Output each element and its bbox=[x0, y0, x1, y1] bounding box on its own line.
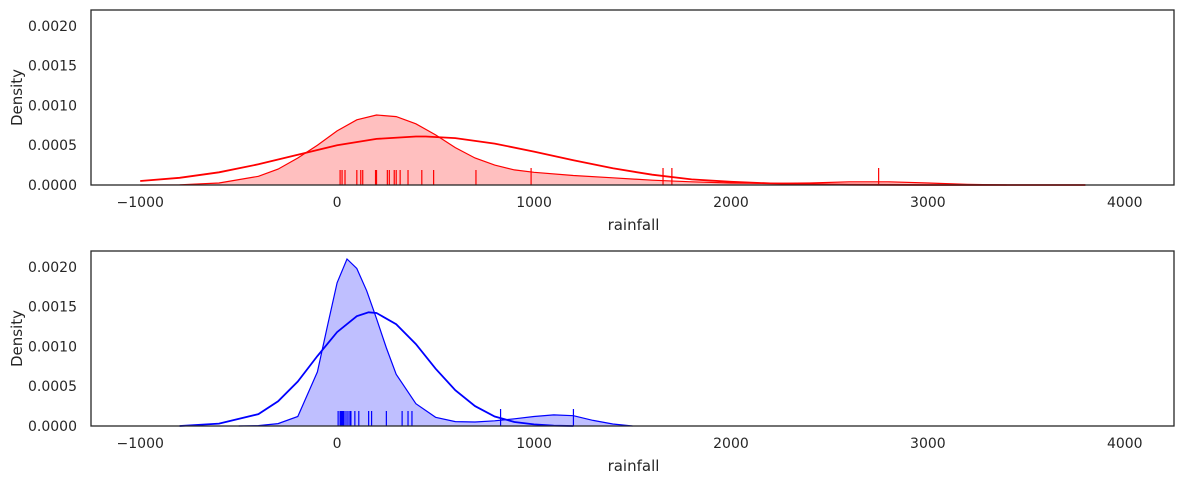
x-tick-label: 3000 bbox=[910, 436, 946, 452]
x-tick-label: 1000 bbox=[516, 195, 552, 211]
y-tick-label: 0.0010 bbox=[28, 339, 77, 355]
x-tick-label: 2000 bbox=[713, 195, 749, 211]
x-axis-label: rainfall bbox=[608, 216, 660, 234]
y-tick-label: 0.0020 bbox=[28, 260, 77, 276]
y-axis-label: Density bbox=[8, 69, 26, 126]
y-tick-label: 0.0010 bbox=[28, 98, 77, 114]
y-tick-label: 0.0020 bbox=[28, 19, 77, 35]
x-tick-label: 3000 bbox=[910, 195, 946, 211]
y-tick-label: 0.0005 bbox=[28, 379, 77, 395]
x-tick-label: 1000 bbox=[516, 436, 552, 452]
x-tick-label: 0 bbox=[333, 195, 342, 211]
y-axis-label: Density bbox=[8, 310, 26, 367]
y-tick-label: 0.0000 bbox=[28, 178, 77, 194]
top-kde-plot: −1000 0 1000 2000 3000 4000 0.0000 0.0005 0.0010… bbox=[8, 9, 1175, 234]
y-tick-label: 0.0000 bbox=[28, 419, 77, 435]
x-tick-label: 4000 bbox=[1107, 195, 1143, 211]
x-axis-label: rainfall bbox=[608, 457, 660, 475]
axes-frame bbox=[90, 9, 1175, 186]
kde-fill-area bbox=[140, 115, 1007, 185]
y-tick-label: 0.0015 bbox=[28, 59, 77, 75]
y-tick-label: 0.0005 bbox=[28, 138, 77, 154]
x-tick-label: −1000 bbox=[117, 436, 164, 452]
axes-frame bbox=[90, 250, 1175, 427]
x-tick-label: 0 bbox=[333, 436, 342, 452]
x-tick-label: 4000 bbox=[1107, 436, 1143, 452]
normal-fit-line bbox=[179, 311, 574, 427]
kde-outline-line bbox=[140, 114, 1007, 186]
bottom-kde-plot: −1000 0 1000 2000 3000 4000 0.0000 0.0005 0.0010… bbox=[8, 250, 1175, 475]
x-tick-label: −1000 bbox=[117, 195, 164, 211]
x-tick-label: 2000 bbox=[713, 436, 749, 452]
y-tick-label: 0.0015 bbox=[28, 300, 77, 316]
kde-fill-area bbox=[238, 259, 633, 426]
kde-outline-line bbox=[238, 257, 633, 427]
